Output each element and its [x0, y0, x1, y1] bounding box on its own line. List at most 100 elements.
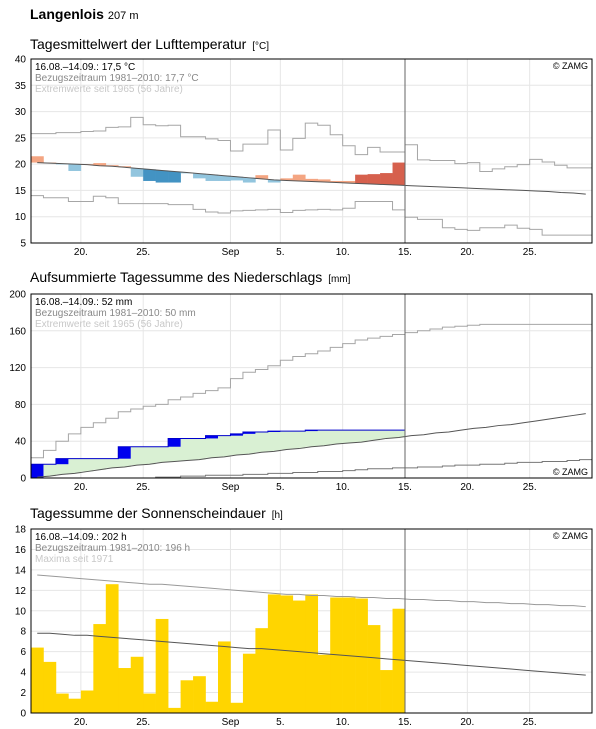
- precipitation-x-tick-label: 25.: [136, 482, 150, 493]
- sunshine-x-tick-label: 5.: [276, 717, 284, 728]
- sunshine-bar: [43, 661, 57, 713]
- sunshine-bar: [242, 653, 256, 713]
- sunshine-frame: [30, 528, 593, 714]
- precipitation-title: Aufsummierte Tagessumme des Niederschlag…: [30, 269, 323, 285]
- sunshine-bar: [130, 656, 144, 713]
- precipitation-unit: [mm]: [328, 274, 351, 285]
- temperature-deviation-bar: [367, 174, 381, 185]
- sunshine-x-tick-label: 25.: [136, 717, 150, 728]
- precipitation-increment-bar: [205, 435, 218, 439]
- temperature-annotation: Bezugszeitraum 1981–2010: 17,7 °C: [35, 73, 199, 84]
- sunshine-bar: [93, 624, 107, 713]
- temperature-deviation-bar: [143, 169, 156, 181]
- sunshine-bar: [193, 676, 206, 713]
- precipitation-x-tick-label: 5.: [276, 482, 284, 493]
- temperature-deviation-bar: [342, 180, 356, 184]
- sunshine-y-tick-label: 2: [20, 688, 26, 699]
- temperature-panel-title: Tagesmittelwert der Lufttemperatur [°C]: [30, 36, 269, 52]
- temperature-x-tick-label: 5.: [276, 247, 284, 258]
- temperature-x-tick-label: 20.: [460, 247, 474, 258]
- sunshine-normal-line: [37, 632, 586, 676]
- sunshine-bar: [205, 701, 219, 713]
- temperature-y-tick-label: 20: [15, 160, 27, 171]
- temperature-deviation-bar: [317, 179, 331, 183]
- sunshine-x-tick-label: Sep: [222, 717, 240, 728]
- temperature-deviation-bar: [130, 168, 144, 177]
- sunshine-x-tick-label: 20.: [460, 717, 474, 728]
- sunshine-title: Tagessumme der Sonnenscheindauer: [30, 505, 266, 521]
- precipitation-increment-bar: [230, 433, 243, 436]
- station-title: Langenlois 207 m: [30, 6, 138, 22]
- sunshine-bar: [305, 594, 319, 713]
- precipitation-y-tick-label: 160: [9, 326, 26, 337]
- precipitation-watermark: © ZAMG: [553, 467, 588, 477]
- temperature-min-line: [31, 195, 592, 236]
- temperature-deviation-bar: [31, 156, 44, 163]
- precipitation-increment-bar: [118, 446, 131, 459]
- temperature-unit: [°C]: [252, 41, 269, 52]
- temperature-frame: [30, 58, 593, 244]
- sunshine-bar: [280, 595, 294, 713]
- precipitation-increment-bar: [168, 438, 181, 447]
- temperature-y-tick-label: 25: [15, 133, 27, 144]
- sunshine-unit: [h]: [271, 510, 283, 521]
- sunshine-bar: [342, 597, 356, 713]
- precipitation-y-tick-label: 0: [20, 474, 26, 485]
- sunshine-y-tick-label: 10: [15, 606, 27, 617]
- temperature-y-tick-label: 30: [15, 107, 27, 118]
- temperature-x-tick-label: 10.: [336, 247, 350, 258]
- precipitation-increment-bar: [55, 458, 69, 465]
- sunshine-x-tick-label: 10.: [336, 717, 350, 728]
- sunshine-bar: [230, 702, 244, 713]
- sunshine-y-tick-label: 4: [20, 668, 26, 679]
- sunshine-x-tick-label: 25.: [523, 717, 537, 728]
- precipitation-annotation: Extremwerte seit 1965 (56 Jahre): [35, 319, 183, 330]
- precipitation-panel-title: Aufsummierte Tagessumme des Niederschlag…: [30, 269, 350, 285]
- temperature-plot-area: [31, 59, 592, 243]
- sunshine-bar: [317, 654, 331, 713]
- sunshine-bar: [255, 628, 269, 713]
- temperature-deviation-bar: [242, 177, 256, 183]
- sunshine-y-tick-label: 16: [15, 545, 27, 556]
- sunshine-y-tick-label: 0: [20, 709, 26, 720]
- sunshine-annotation: 16.08.–14.09.: 202 h: [35, 532, 127, 543]
- temperature-deviation-bar: [230, 176, 244, 181]
- sunshine-y-tick-label: 12: [15, 586, 27, 597]
- temperature-deviation-bar: [280, 178, 294, 181]
- temperature-deviation-bar: [205, 174, 219, 181]
- precipitation-x-tick-label: Sep: [222, 482, 240, 493]
- sunshine-watermark: © ZAMG: [553, 531, 588, 541]
- temperature-deviation-bar: [267, 179, 281, 183]
- sunshine-chart: 0 2 4 6 8 10 12 14 16 18 20. 25. Sep 5. 10. 15. 20. 25. 16…: [15, 525, 593, 728]
- sunshine-bar: [292, 600, 306, 713]
- temperature-deviation-bar: [193, 173, 206, 179]
- sunshine-x-tick-label: 15.: [398, 717, 412, 728]
- precipitation-y-tick-label: 40: [15, 437, 27, 448]
- temperature-deviation-bar: [380, 173, 393, 185]
- temperature-y-tick-label: 15: [15, 186, 27, 197]
- temperature-deviation-bar: [255, 175, 269, 179]
- sunshine-bar: [367, 625, 381, 713]
- sunshine-y-tick-label: 14: [15, 565, 27, 576]
- precipitation-x-tick-label: 25.: [523, 482, 537, 493]
- temperature-x-tick-label: 20.: [74, 247, 88, 258]
- temperature-x-tick-label: 25.: [136, 247, 150, 258]
- sunshine-bar: [380, 670, 393, 713]
- precipitation-normal-line: [37, 413, 586, 478]
- sunshine-bar: [80, 690, 94, 713]
- sunshine-y-tick-label: 18: [15, 525, 27, 536]
- precipitation-x-tick-label: 20.: [460, 482, 474, 493]
- temperature-deviation-bar: [355, 174, 368, 184]
- temperature-deviation-bar: [93, 163, 107, 166]
- sunshine-bar: [267, 594, 281, 713]
- temperature-deviation-bar: [105, 165, 119, 167]
- precipitation-x-tick-label: 20.: [74, 482, 88, 493]
- temperature-y-tick-label: 10: [15, 212, 27, 223]
- sunshine-bar: [55, 693, 69, 713]
- sunshine-bar: [355, 598, 368, 713]
- temperature-deviation-bar: [68, 164, 82, 171]
- temperature-watermark: © ZAMG: [553, 61, 588, 71]
- temperature-y-tick-label: 40: [15, 55, 27, 66]
- temperature-deviation-bar: [305, 178, 319, 182]
- precipitation-chart: 0 40 80 120 160 200 20. 25. Sep 5. 10. 15. 20. 25. 16.…: [9, 290, 593, 493]
